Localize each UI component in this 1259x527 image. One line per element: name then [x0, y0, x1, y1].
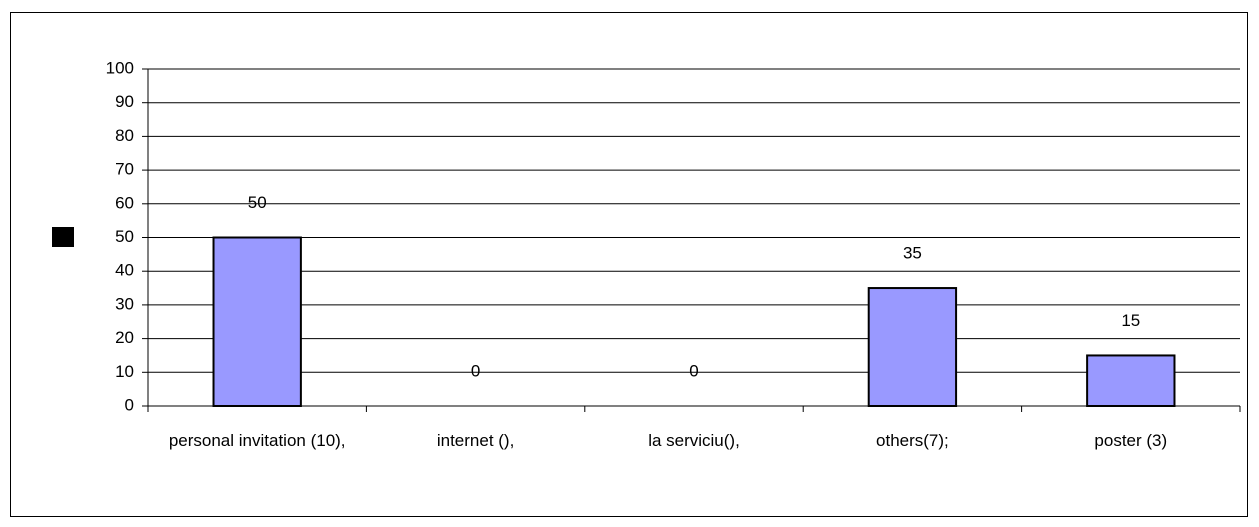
y-tick-label: 30: [115, 294, 134, 313]
y-tick-label: 10: [115, 362, 134, 381]
x-tick-label: la serviciu(),: [648, 431, 740, 450]
y-tick-label: 80: [115, 126, 134, 145]
y-tick-label: 100: [106, 58, 134, 77]
x-tick-label: poster (3): [1094, 431, 1168, 450]
data-label: 0: [471, 361, 480, 380]
y-tick-label: 20: [115, 328, 134, 347]
y-tick-label: 60: [115, 193, 134, 212]
x-tick-label: personal invitation (10),: [168, 431, 346, 450]
y-tick-label: 50: [115, 227, 134, 246]
y-tick-label: 90: [115, 92, 134, 111]
data-label: 35: [903, 244, 922, 263]
x-tick-label: others(7);: [876, 431, 949, 450]
bar: [867, 287, 958, 407]
bar: [212, 236, 302, 407]
y-tick-label: 70: [115, 160, 134, 179]
bar: [1086, 354, 1176, 408]
data-label: 15: [1121, 311, 1140, 330]
data-label: 0: [689, 361, 698, 380]
data-label: 50: [248, 193, 267, 212]
legend-marker: [52, 227, 74, 247]
y-tick-label: 0: [125, 395, 134, 414]
x-tick-label: internet (),: [436, 431, 515, 450]
y-tick-label: 40: [115, 261, 134, 280]
